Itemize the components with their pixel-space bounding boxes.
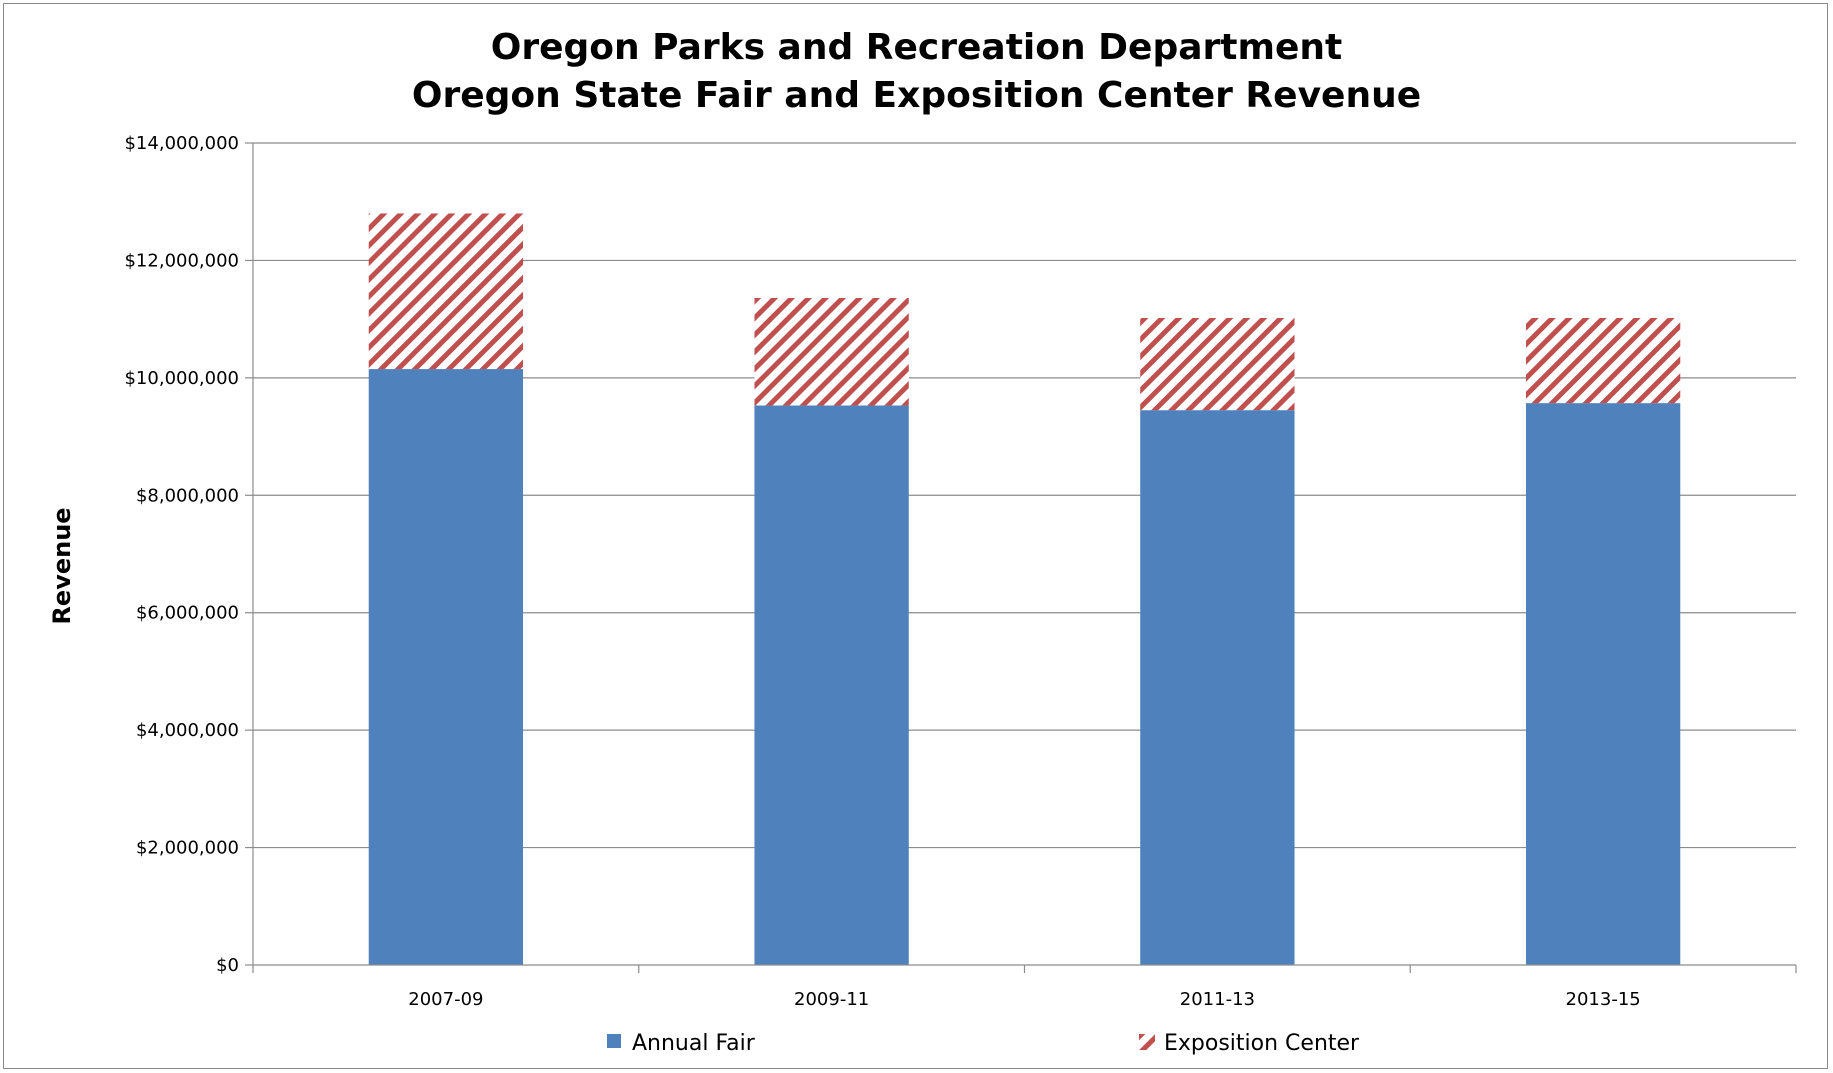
chart-subtitle: Oregon State Fair and Exposition Center … xyxy=(411,75,1422,116)
y-tick-label: $6,000,000 xyxy=(136,603,239,624)
legend-swatch-annual-fair xyxy=(607,1034,621,1048)
y-tick-label: $0 xyxy=(216,955,239,976)
bar-exposition-center xyxy=(1525,317,1681,404)
legend-label-annual-fair: Annual Fair xyxy=(632,1031,756,1056)
bar-exposition-center xyxy=(754,298,909,406)
axes xyxy=(245,142,1797,973)
x-tick-label: 2011-13 xyxy=(1180,989,1255,1010)
x-tick-label: 2009-11 xyxy=(794,989,869,1010)
bar-annual-fair xyxy=(1525,403,1681,966)
x-tick-label: 2013-15 xyxy=(1566,989,1641,1010)
bar-annual-fair xyxy=(1140,410,1295,965)
y-tick-label: $12,000,000 xyxy=(124,250,239,271)
y-tick-label: $4,000,000 xyxy=(136,720,239,741)
y-tick-label: $8,000,000 xyxy=(136,485,239,506)
bar-annual-fair xyxy=(368,369,524,965)
legend-label-exposition-center: Exposition Center xyxy=(1164,1031,1360,1056)
y-tick-label: $2,000,000 xyxy=(136,838,239,859)
legend-swatch-exposition-center xyxy=(1139,1034,1155,1050)
x-tick-label: 2007-09 xyxy=(408,989,483,1010)
bar-exposition-center xyxy=(1140,317,1295,411)
chart-title: Oregon Parks and Recreation Department xyxy=(490,27,1343,68)
bar-exposition-center xyxy=(368,213,524,370)
chart-frame xyxy=(3,3,1828,1069)
y-tick-label: $14,000,000 xyxy=(124,133,239,154)
legend: Annual Fair Exposition Center xyxy=(607,1031,1360,1056)
bar-annual-fair xyxy=(754,405,909,965)
y-axis-title: Revenue xyxy=(48,507,76,624)
tick-labels: $0 $2,000,000 $4,000,000 $6,000,000 $8,000,0… xyxy=(124,133,1640,1010)
y-tick-label: $10,000,000 xyxy=(124,368,239,389)
bars xyxy=(368,213,1681,966)
